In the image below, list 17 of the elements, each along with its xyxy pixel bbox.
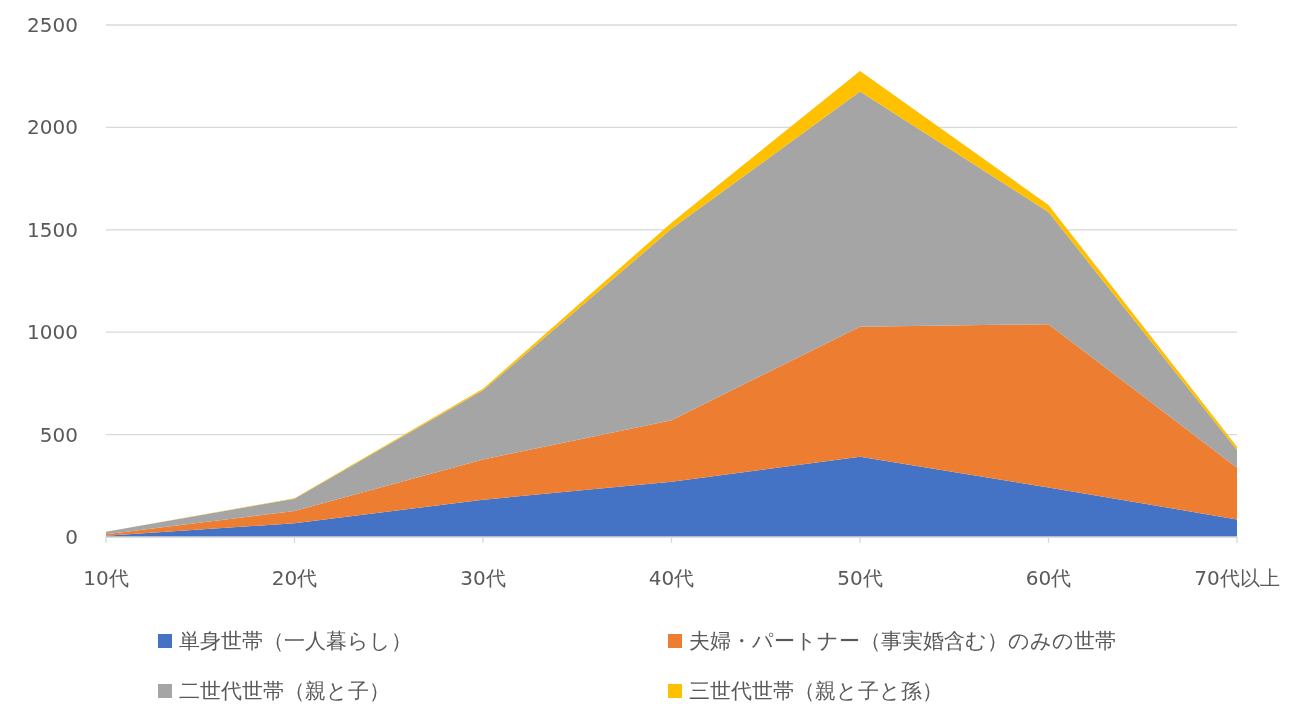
- legend-label: 三世代世帯（親と子と孫）: [689, 679, 943, 703]
- x-tick-label: 10代: [83, 566, 129, 590]
- y-tick-label: 500: [39, 422, 78, 447]
- legend-label: 夫婦・パートナー（事実婚含む）のみの世帯: [689, 629, 1116, 653]
- y-tick-label: 2500: [27, 13, 78, 37]
- x-tick-label: 60代: [1025, 566, 1072, 590]
- legend-label: 二世代世帯（親と子）: [179, 679, 390, 703]
- legend-label: 単身世帯（一人暮らし）: [179, 629, 412, 653]
- y-tick-label: 1000: [27, 320, 78, 345]
- x-tick-label: 40代: [648, 566, 695, 590]
- y-tick-label: 0: [65, 525, 78, 549]
- x-tick-label: 30代: [460, 566, 506, 590]
- y-tick-label: 1500: [27, 217, 78, 242]
- x-tick-label: 70代以上: [1194, 566, 1280, 590]
- x-tick-label: 50代: [837, 566, 883, 590]
- x-tick-label: 20代: [271, 566, 318, 590]
- y-tick-label: 2000: [27, 115, 78, 140]
